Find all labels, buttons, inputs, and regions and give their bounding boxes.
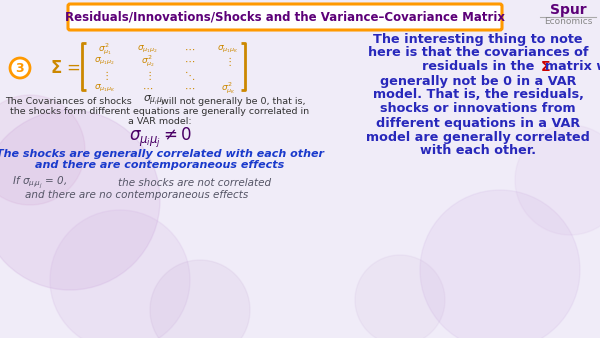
Text: The shocks are generally correlated with each other: The shocks are generally correlated with… (0, 149, 324, 159)
Text: $\cdots$: $\cdots$ (184, 44, 196, 54)
Text: 3: 3 (16, 62, 25, 74)
Circle shape (10, 58, 30, 78)
Text: $\sigma_{\mu_1\mu_K}$: $\sigma_{\mu_1\mu_K}$ (94, 82, 116, 94)
Text: here is that the covariances of: here is that the covariances of (368, 47, 588, 59)
Text: $\mathbf{\Sigma}$: $\mathbf{\Sigma}$ (539, 60, 550, 74)
Circle shape (355, 255, 445, 338)
Text: will not generally be 0, that is,: will not generally be 0, that is, (161, 97, 305, 105)
Circle shape (0, 110, 160, 290)
Text: $\sigma_{\mu_i\mu_j}$: $\sigma_{\mu_i\mu_j}$ (143, 94, 165, 108)
Text: generally not be 0 in a VAR: generally not be 0 in a VAR (380, 74, 576, 88)
Text: a VAR model:: a VAR model: (128, 118, 192, 126)
Text: $\cdots$: $\cdots$ (184, 56, 196, 66)
Circle shape (150, 260, 250, 338)
Text: $\vdots$: $\vdots$ (144, 69, 152, 81)
Text: $\cdots$: $\cdots$ (184, 83, 196, 93)
Text: model. That is, the residuals,: model. That is, the residuals, (373, 89, 583, 101)
Text: $\sigma_{\mu_i\mu_j} \neq 0$: $\sigma_{\mu_i\mu_j} \neq 0$ (128, 126, 191, 150)
Circle shape (0, 95, 85, 205)
Circle shape (420, 190, 580, 338)
Text: model are generally correlated: model are generally correlated (366, 130, 590, 144)
Text: residuals in the: residuals in the (422, 61, 534, 73)
Text: $\sigma^2_{\mu_1}$: $\sigma^2_{\mu_1}$ (98, 41, 112, 57)
Text: and there are no contemporaneous effects: and there are no contemporaneous effects (25, 190, 248, 200)
Text: $\sigma_{\mu_1\mu_2}$: $\sigma_{\mu_1\mu_2}$ (137, 43, 158, 55)
Text: shocks or innovations from: shocks or innovations from (380, 102, 576, 116)
Text: with each other.: with each other. (420, 145, 536, 158)
Text: the shocks form different equations are generally correlated in: the shocks form different equations are … (10, 107, 310, 117)
Text: $\mathbf{\Sigma}$ =: $\mathbf{\Sigma}$ = (50, 59, 81, 77)
Text: $\vdots$: $\vdots$ (224, 54, 232, 68)
Text: $\sigma^2_{\mu_K}$: $\sigma^2_{\mu_K}$ (221, 80, 235, 96)
Text: The Covariances of shocks: The Covariances of shocks (5, 97, 132, 105)
Text: the shocks are not correlated: the shocks are not correlated (118, 178, 271, 188)
Text: $\cdots$: $\cdots$ (142, 83, 154, 93)
Text: Economics: Economics (544, 18, 592, 26)
Circle shape (50, 210, 190, 338)
Text: Residuals/Innovations/Shocks and the Variance–Covariance Matrix: Residuals/Innovations/Shocks and the Var… (65, 10, 505, 24)
Text: matrix will: matrix will (545, 61, 600, 73)
Text: $\sigma^2_{\mu_2}$: $\sigma^2_{\mu_2}$ (141, 53, 155, 69)
Text: and there are contemporaneous effects: and there are contemporaneous effects (35, 160, 284, 170)
Text: $\sigma_{\mu_1\mu_K}$: $\sigma_{\mu_1\mu_K}$ (217, 43, 239, 55)
Text: If $\sigma_{\mu_i\mu_j}$ = 0,: If $\sigma_{\mu_i\mu_j}$ = 0, (12, 175, 67, 191)
Circle shape (515, 125, 600, 235)
Text: $\vdots$: $\vdots$ (101, 69, 109, 81)
Text: different equations in a VAR: different equations in a VAR (376, 117, 580, 129)
Text: $\ddots$: $\ddots$ (184, 69, 196, 81)
Text: Spur: Spur (550, 3, 586, 17)
Text: $\sigma_{\mu_1\mu_2}$: $\sigma_{\mu_1\mu_2}$ (94, 55, 116, 67)
FancyBboxPatch shape (68, 4, 502, 30)
Text: The interesting thing to note: The interesting thing to note (373, 32, 583, 46)
